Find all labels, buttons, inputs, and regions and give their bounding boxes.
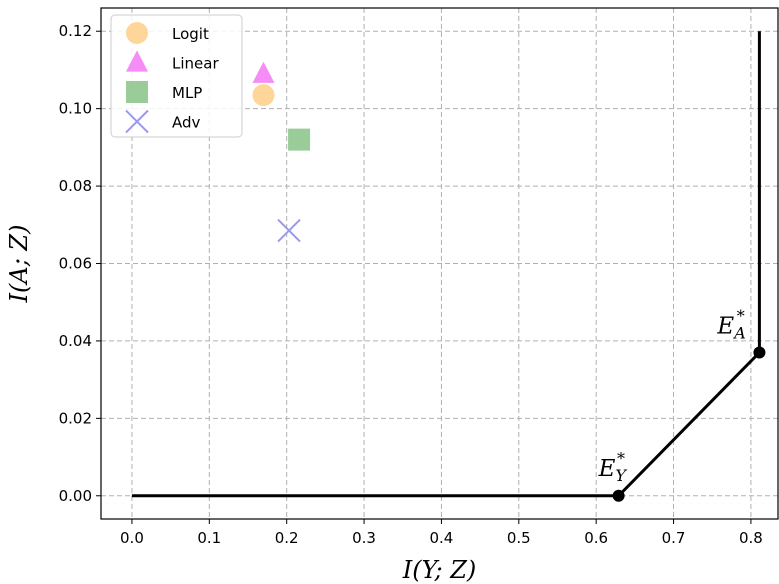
annotations: EY* EA*	[598, 307, 766, 502]
y-tick-label: 0.06	[59, 255, 92, 273]
annotation-e-a: EA*	[716, 307, 745, 343]
legend-label-linear: Linear	[172, 55, 219, 73]
y-tick-label: 0.04	[59, 332, 92, 350]
point-adv-stroke	[277, 218, 301, 243]
legend-label-mlp: MLP	[172, 84, 202, 102]
legend: Logit Linear MLP Adv	[110, 14, 243, 138]
legend-marker-linear	[126, 50, 148, 72]
legend-marker-mlp	[126, 81, 148, 103]
legend-label-adv: Adv	[172, 114, 201, 132]
point-adv	[277, 218, 301, 243]
y-tick-label: 0.02	[59, 409, 92, 427]
legend-marker-adv-stroke	[125, 109, 149, 134]
x-tick-label: 0.0	[120, 529, 144, 547]
x-axis-ticks: 0.0 0.1 0.2 0.3 0.4 0.5 0.6 0.7 0.8	[120, 519, 763, 547]
x-tick-label: 0.2	[275, 529, 299, 547]
y-axis-label: I(A; Z)	[5, 225, 33, 304]
grid	[101, 8, 778, 519]
legend-label-logit: Logit	[172, 25, 209, 43]
y-tick-label: 0.00	[59, 487, 92, 505]
x-tick-label: 0.6	[584, 529, 608, 547]
x-tick-label: 0.1	[197, 529, 221, 547]
x-tick-label: 0.8	[739, 529, 763, 547]
frontier-point-y	[612, 489, 625, 502]
x-tick-label: 0.4	[430, 529, 454, 547]
x-tick-label: 0.3	[352, 529, 376, 547]
point-mlp	[288, 128, 311, 151]
x-axis-label: I(Y; Z)	[402, 556, 476, 584]
x-tick-label: 0.7	[662, 529, 686, 547]
scatter-points	[252, 61, 311, 243]
y-tick-label: 0.12	[59, 22, 92, 40]
legend-box	[110, 14, 243, 138]
frontier-point-a	[753, 346, 766, 359]
frontier-layer	[131, 31, 761, 498]
point-linear	[252, 61, 275, 83]
annotation-e-y: EY*	[598, 449, 628, 485]
y-tick-label: 0.08	[59, 177, 92, 195]
y-axis-ticks: 0.00 0.02 0.04 0.06 0.08 0.10 0.12	[59, 22, 101, 505]
y-tick-label: 0.10	[59, 100, 92, 118]
legend-marker-adv	[125, 109, 149, 134]
legend-marker-logit	[126, 22, 148, 44]
frontier-line	[131, 31, 761, 498]
point-logit	[252, 84, 275, 107]
x-tick-label: 0.5	[507, 529, 531, 547]
